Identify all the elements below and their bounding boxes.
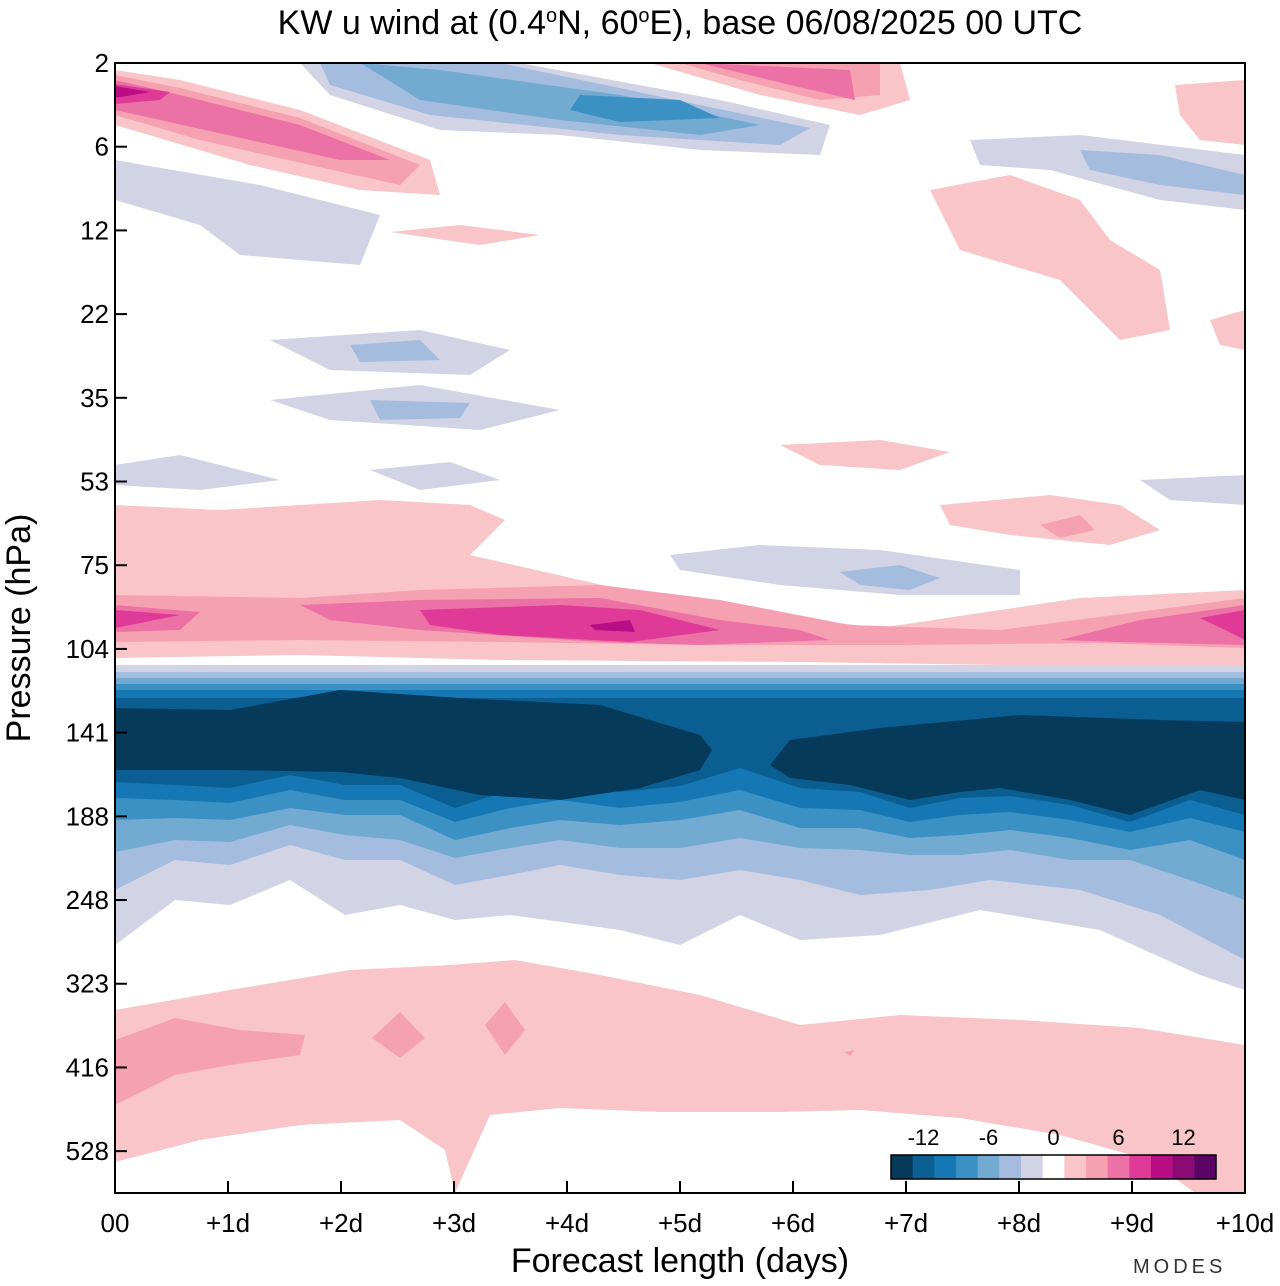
y-tick-label: 35 bbox=[80, 383, 109, 413]
contour-easterly-patch-6 bbox=[115, 455, 280, 490]
colorbar-swatch bbox=[1064, 1155, 1087, 1179]
x-axis-label: Forecast length (days) bbox=[511, 1242, 849, 1280]
contour-westerly-patch-3 bbox=[1210, 310, 1245, 350]
colorbar-swatch bbox=[1086, 1155, 1109, 1179]
colorbar-swatch bbox=[1194, 1155, 1217, 1179]
colorbar-tick-label: -6 bbox=[979, 1125, 999, 1150]
colorbar-frame bbox=[890, 1154, 1217, 1180]
colorbar-swatch bbox=[1021, 1155, 1044, 1179]
colorbar-swatch bbox=[956, 1155, 979, 1179]
y-tick-label: 22 bbox=[80, 299, 109, 329]
contour-lower-westerly-5 bbox=[590, 620, 635, 632]
colorbar-swatch bbox=[1107, 1155, 1130, 1179]
x-tick-label: +8d bbox=[997, 1208, 1041, 1238]
colorbar-swatch bbox=[977, 1155, 1000, 1179]
x-tick-label: +4d bbox=[545, 1208, 589, 1238]
x-tick-label: 00 bbox=[101, 1208, 130, 1238]
x-tick-label: +9d bbox=[1110, 1208, 1154, 1238]
colorbar-swatch bbox=[891, 1155, 914, 1179]
contour-mid-westerly-4 bbox=[485, 1002, 525, 1055]
contour-lower-westerly-4 bbox=[115, 605, 1245, 642]
contour-jet-core bbox=[115, 690, 1245, 815]
contour-mid-westerly-5 bbox=[845, 1050, 855, 1056]
contour-easterly-band-2 bbox=[840, 565, 940, 590]
colorbar-swatch bbox=[1042, 1155, 1065, 1179]
colorbar-tick-label: 0 bbox=[1047, 1125, 1059, 1150]
x-tick-label: +3d bbox=[432, 1208, 476, 1238]
contour-westerly-patch-4 bbox=[780, 440, 950, 470]
y-tick-label: 528 bbox=[66, 1136, 109, 1166]
x-tick-label: +6d bbox=[771, 1208, 815, 1238]
colorbar-swatch bbox=[1172, 1155, 1195, 1179]
x-tick-label: +1d bbox=[206, 1208, 250, 1238]
contour-field bbox=[115, 63, 1245, 1193]
contour-westerly-upper-3 bbox=[115, 80, 390, 160]
colorbar-swatch bbox=[934, 1155, 957, 1179]
contour-westerly-patch-5 bbox=[390, 225, 540, 245]
x-axis: 00 +1d +2d +3d +4d +5d +6d +7d +8d +9d +10d bbox=[101, 1181, 1275, 1238]
contour-easterly-patch-9 bbox=[1080, 150, 1245, 195]
contour-easterly-patch-7 bbox=[370, 462, 500, 490]
contour-westerly-patch-1 bbox=[930, 175, 1170, 340]
contour-easterly-upper-4 bbox=[570, 95, 720, 122]
colorbar-tick-label: -12 bbox=[908, 1125, 940, 1150]
colorbar-tick-label: 12 bbox=[1171, 1125, 1195, 1150]
contour-westerly-patch-7 bbox=[1040, 515, 1095, 538]
y-tick-label: 2 bbox=[95, 48, 109, 78]
contour-mid-westerly-2 bbox=[115, 1018, 305, 1105]
modes-logo: MODES bbox=[1133, 1256, 1226, 1278]
contour-easterly-patch-10 bbox=[1140, 475, 1245, 505]
contour-easterly-band-1 bbox=[670, 545, 1020, 595]
y-tick-label: 323 bbox=[66, 969, 109, 999]
contour-easterly-patch-3 bbox=[350, 340, 440, 362]
colorbar-swatch bbox=[1129, 1155, 1152, 1179]
y-tick-label: 53 bbox=[80, 467, 109, 497]
x-tick-label: +7d bbox=[884, 1208, 928, 1238]
chart-title: KW u wind at (0.4oN, 60oE), base 06/08/2… bbox=[278, 4, 1083, 42]
y-tick-label: 6 bbox=[95, 132, 109, 162]
contour-easterly-patch-5 bbox=[370, 400, 470, 420]
y-tick-label: 248 bbox=[66, 885, 109, 915]
contour-mid-westerly-3 bbox=[372, 1012, 425, 1058]
colorbar-swatch bbox=[1151, 1155, 1174, 1179]
contour-westerly-patch-2 bbox=[1175, 80, 1245, 145]
y-tick-label: 104 bbox=[66, 634, 109, 664]
x-tick-label: +10d bbox=[1216, 1208, 1275, 1238]
y-tick-label: 188 bbox=[66, 801, 109, 831]
contour-westerly-patch-6 bbox=[940, 495, 1160, 545]
y-axis: 2 6 12 22 35 53 75 104 141 188 248 323 416 528 bbox=[66, 48, 127, 1166]
x-tick-label: +5d bbox=[658, 1208, 702, 1238]
contour-easterly-patch-1 bbox=[115, 160, 380, 265]
x-tick-label: +2d bbox=[319, 1208, 363, 1238]
colorbar-swatch bbox=[912, 1155, 935, 1179]
contour-westerly-top-3 bbox=[700, 63, 855, 100]
y-tick-label: 416 bbox=[66, 1052, 109, 1082]
y-tick-label: 12 bbox=[80, 215, 109, 245]
y-tick-label: 75 bbox=[80, 550, 109, 580]
colorbar-tick-label: 6 bbox=[1112, 1125, 1124, 1150]
y-axis-label: Pressure (hPa) bbox=[0, 514, 38, 743]
contour-westerly-upper-5 bbox=[115, 86, 150, 98]
y-tick-label: 141 bbox=[66, 718, 109, 748]
colorbar: -12 -6 0 6 12 bbox=[890, 1125, 1217, 1180]
colorbar-swatch bbox=[999, 1155, 1022, 1179]
